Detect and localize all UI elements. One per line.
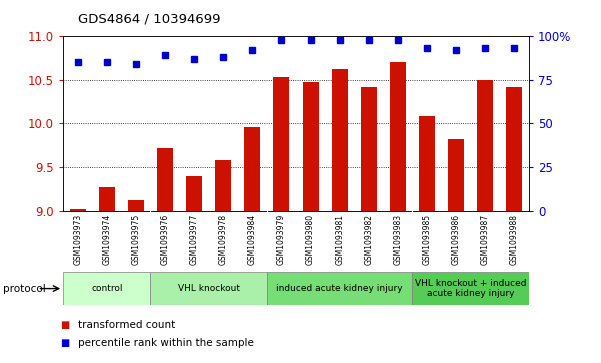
Bar [506,87,522,211]
Text: GSM1093987: GSM1093987 [481,213,490,265]
Bar [186,176,202,211]
Text: GSM1093986: GSM1093986 [451,213,460,265]
Text: GSM1093983: GSM1093983 [394,213,403,265]
Text: GSM1093973: GSM1093973 [73,213,82,265]
Text: GSM1093988: GSM1093988 [510,213,519,265]
Text: induced acute kidney injury: induced acute kidney injury [276,284,403,293]
Bar [273,77,290,211]
Bar [448,139,464,211]
Text: GSM1093978: GSM1093978 [219,213,228,265]
Text: GSM1093976: GSM1093976 [160,213,169,265]
Bar [215,160,231,211]
Bar [419,117,435,211]
Text: control: control [91,284,123,293]
Text: transformed count: transformed count [78,320,175,330]
Text: ■: ■ [60,338,69,348]
Text: percentile rank within the sample: percentile rank within the sample [78,338,254,348]
Text: GSM1093980: GSM1093980 [306,213,315,265]
Bar [361,87,377,211]
Bar [128,200,144,211]
Bar [390,62,406,211]
Text: GSM1093981: GSM1093981 [335,213,344,265]
Bar [302,82,319,211]
Text: protocol: protocol [3,284,46,294]
Bar [99,187,115,211]
Text: GSM1093982: GSM1093982 [364,213,373,265]
Text: VHL knockout + induced
acute kidney injury: VHL knockout + induced acute kidney inju… [415,279,526,298]
Text: VHL knockout: VHL knockout [178,284,240,293]
Bar [477,80,493,211]
Text: GSM1093975: GSM1093975 [132,213,141,265]
Text: GSM1093974: GSM1093974 [102,213,111,265]
Text: GDS4864 / 10394699: GDS4864 / 10394699 [78,12,221,25]
Bar [63,272,150,305]
Bar [70,209,86,211]
Bar [245,127,260,211]
Text: GSM1093985: GSM1093985 [423,213,432,265]
Bar [332,69,347,211]
Bar [157,148,173,211]
Bar [267,272,412,305]
Bar [412,272,529,305]
Text: GSM1093984: GSM1093984 [248,213,257,265]
Bar [150,272,267,305]
Text: GSM1093977: GSM1093977 [189,213,198,265]
Text: GSM1093979: GSM1093979 [277,213,286,265]
Text: ■: ■ [60,320,69,330]
